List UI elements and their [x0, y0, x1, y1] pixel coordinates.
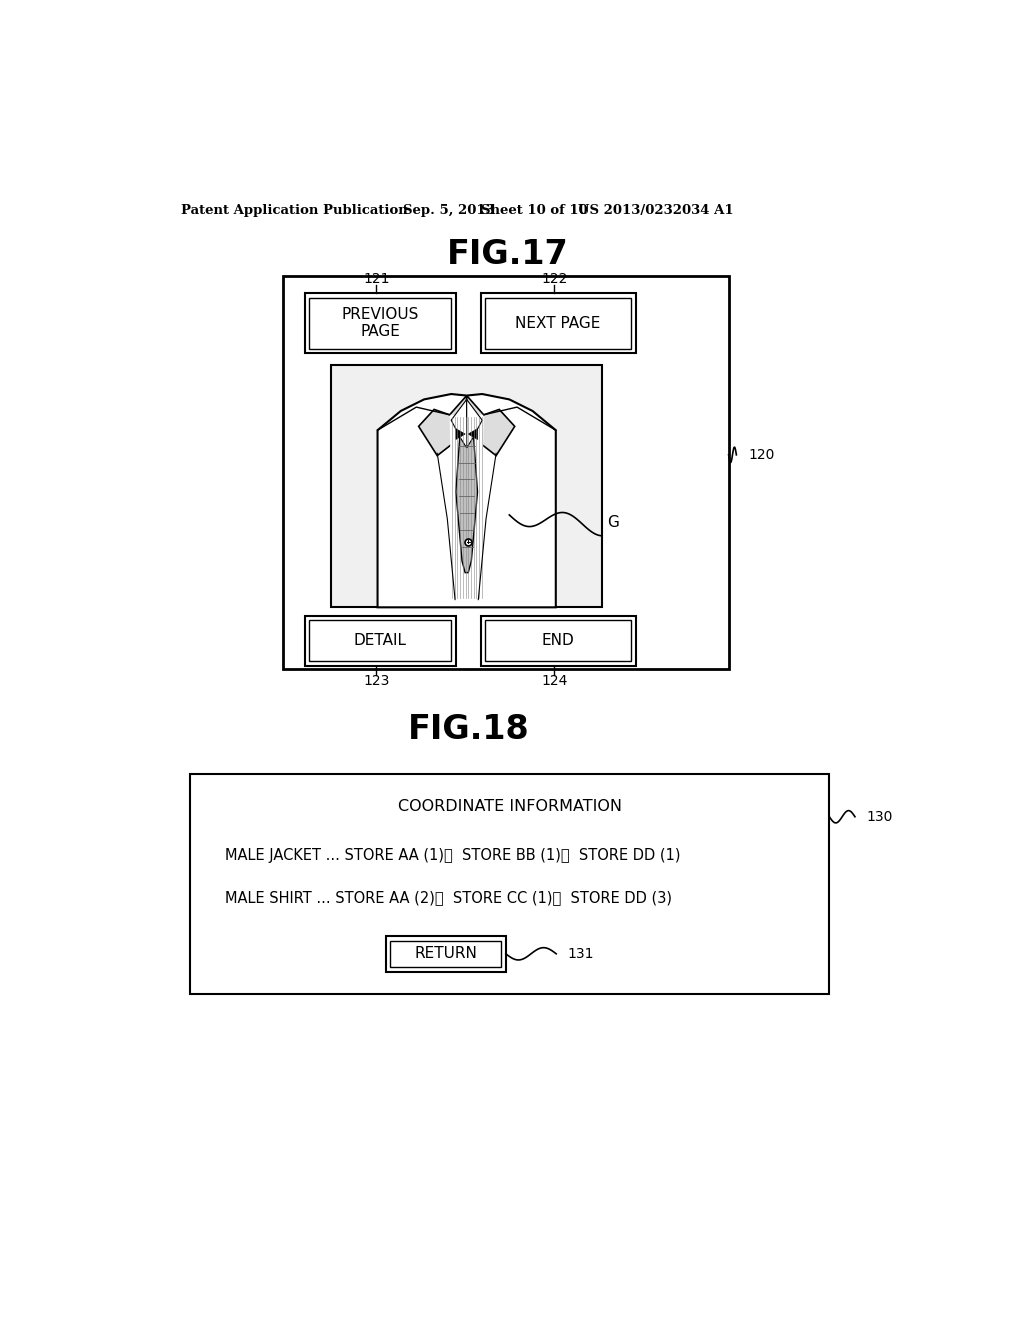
Text: Sheet 10 of 10: Sheet 10 of 10: [480, 205, 588, 218]
Text: END: END: [542, 634, 574, 648]
Bar: [485, 298, 631, 348]
Text: 120: 120: [748, 447, 774, 462]
Polygon shape: [468, 429, 477, 440]
Bar: [283, 276, 729, 669]
Text: MALE SHIRT ... STORE AA (2)，  STORE CC (1)，  STORE DD (3): MALE SHIRT ... STORE AA (2)， STORE CC (1…: [225, 890, 672, 906]
Bar: [305, 616, 456, 665]
Text: Sep. 5, 2013: Sep. 5, 2013: [403, 205, 495, 218]
Polygon shape: [419, 396, 467, 455]
Text: FIG.17: FIG.17: [446, 238, 568, 271]
Text: DETAIL: DETAIL: [353, 634, 407, 648]
Bar: [390, 941, 501, 966]
Text: 123: 123: [364, 675, 389, 688]
Text: 122: 122: [541, 272, 567, 286]
Text: 124: 124: [541, 675, 567, 688]
Polygon shape: [378, 395, 556, 607]
Bar: [485, 620, 631, 661]
Bar: [305, 293, 456, 354]
Bar: [331, 364, 602, 607]
Polygon shape: [450, 414, 483, 599]
Polygon shape: [456, 429, 465, 440]
Bar: [309, 620, 452, 661]
Text: Patent Application Publication: Patent Application Publication: [180, 205, 408, 218]
Bar: [480, 616, 636, 665]
Bar: [190, 775, 829, 994]
Polygon shape: [456, 438, 477, 573]
Text: 130: 130: [866, 809, 893, 824]
Text: 121: 121: [364, 272, 390, 286]
Bar: [309, 298, 452, 348]
Bar: [331, 364, 602, 607]
Text: FIG.18: FIG.18: [409, 713, 529, 746]
Text: COORDINATE INFORMATION: COORDINATE INFORMATION: [397, 799, 622, 814]
Text: US 2013/0232034 A1: US 2013/0232034 A1: [578, 205, 733, 218]
Polygon shape: [467, 396, 515, 455]
Bar: [480, 293, 636, 354]
Text: 131: 131: [568, 946, 594, 961]
Text: NEXT PAGE: NEXT PAGE: [515, 315, 601, 331]
Text: PREVIOUS
PAGE: PREVIOUS PAGE: [342, 308, 419, 339]
Polygon shape: [452, 400, 467, 447]
Text: G: G: [607, 515, 618, 531]
Text: MALE JACKET ... STORE AA (1)，  STORE BB (1)，  STORE DD (1): MALE JACKET ... STORE AA (1)， STORE BB (…: [225, 847, 680, 863]
Polygon shape: [467, 400, 482, 447]
Text: RETURN: RETURN: [415, 946, 477, 961]
Bar: [386, 936, 506, 972]
